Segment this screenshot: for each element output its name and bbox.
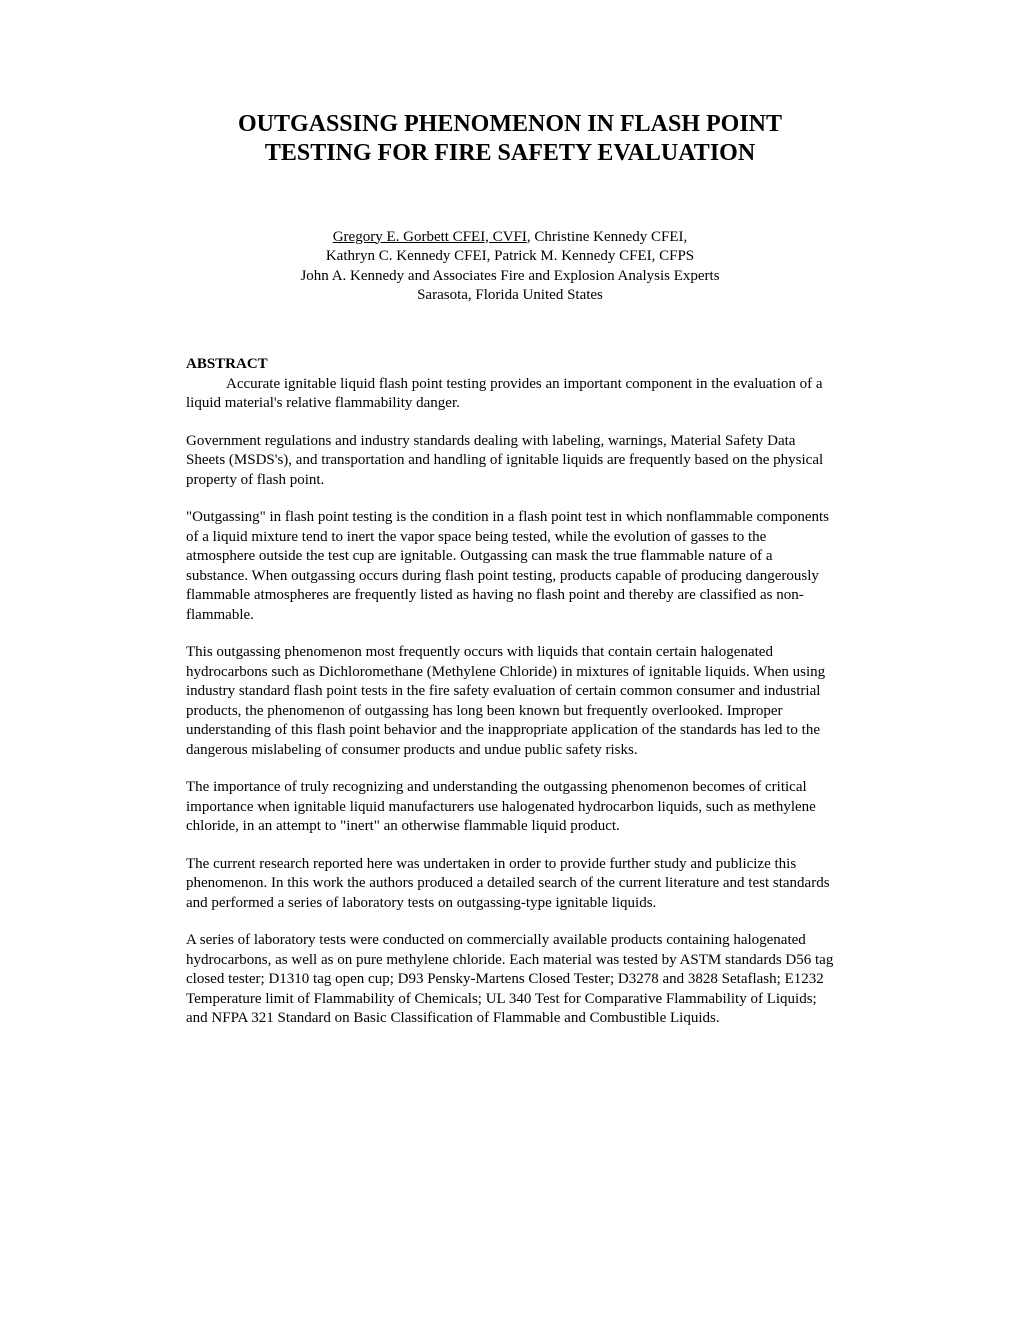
abstract-paragraph-3: This outgassing phenomenon most frequent… [186, 643, 834, 760]
author-line-2: Kathryn C. Kennedy CFEI, Patrick M. Kenn… [186, 247, 834, 267]
author-line-1: Gregory E. Gorbett CFEI, CVFI, Christine… [186, 228, 834, 248]
abstract-paragraph-4: The importance of truly recognizing and … [186, 778, 834, 837]
paper-title: OUTGASSING PHENOMENON IN FLASH POINT TES… [186, 110, 834, 168]
abstract-paragraph-6: A series of laboratory tests were conduc… [186, 931, 834, 1029]
abstract-intro: Accurate ignitable liquid flash point te… [186, 375, 834, 414]
author-primary: Gregory E. Gorbett CFEI, CVFI [333, 229, 527, 245]
abstract-paragraph-5: The current research reported here was u… [186, 855, 834, 914]
author-line-1-rest: , Christine Kennedy CFEI, [527, 229, 687, 245]
author-line-4: Sarasota, Florida United States [186, 286, 834, 306]
document-page: OUTGASSING PHENOMENON IN FLASH POINT TES… [0, 0, 1020, 1147]
authors-block: Gregory E. Gorbett CFEI, CVFI, Christine… [186, 228, 834, 306]
abstract-paragraph-1: Government regulations and industry stan… [186, 432, 834, 491]
author-line-3: John A. Kennedy and Associates Fire and … [186, 267, 834, 287]
title-line-2: TESTING FOR FIRE SAFETY EVALUATION [265, 140, 755, 166]
title-line-1: OUTGASSING PHENOMENON IN FLASH POINT [238, 111, 782, 137]
abstract-paragraph-2: "Outgassing" in flash point testing is t… [186, 508, 834, 625]
abstract-heading: ABSTRACT [186, 356, 834, 373]
